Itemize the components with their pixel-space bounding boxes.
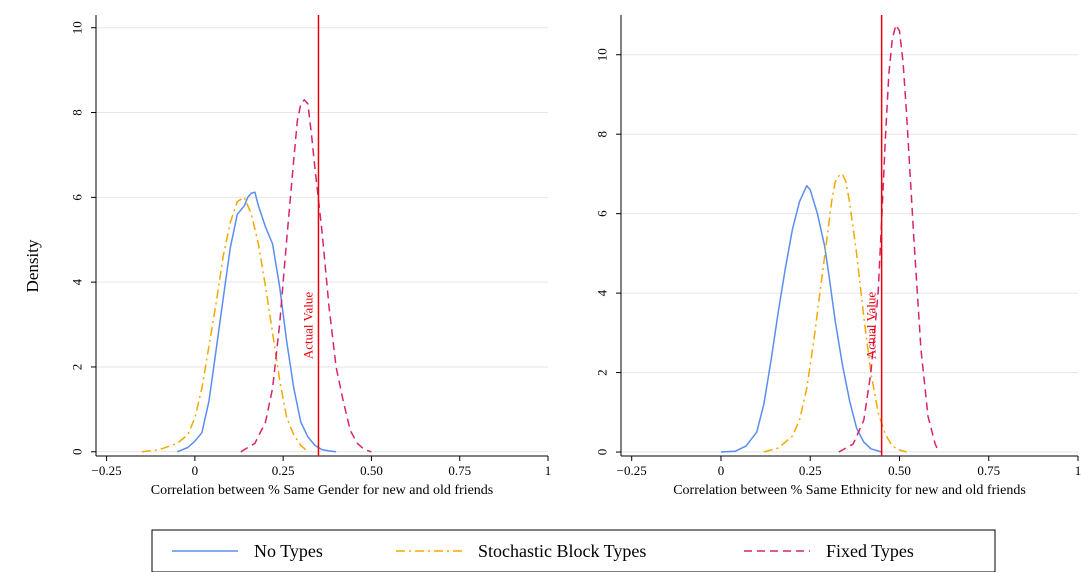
y-tick-label: 2 [70, 364, 85, 371]
series-line-fixed-types [838, 24, 940, 453]
x-tick-label: 0.75 [977, 463, 1000, 478]
right-panel: 0 2 4 6 8 10 −0.25 0 0.25 0.50 0.75 1 Correlation be… [595, 15, 1081, 498]
x-tick-label: 1 [545, 463, 552, 478]
x-tick-label: −0.25 [92, 463, 122, 478]
legend-label-fixed-types: Fixed Types [826, 541, 914, 561]
actual-value-label: Actual Value [300, 292, 315, 359]
series-line-no-types [720, 185, 882, 453]
x-tick-label: 0 [192, 463, 199, 478]
x-axis-title: Correlation between % Same Ethnicity for… [673, 483, 1026, 498]
legend-label-no-types: No Types [254, 541, 323, 561]
x-tick-label: 0.50 [360, 463, 383, 478]
y-tick-label: 2 [595, 369, 610, 376]
x-tick-label: 0 [718, 463, 725, 478]
y-tick-label: 4 [70, 278, 85, 285]
legend: No Types Stochastic Block Types Fixed Ty… [151, 529, 996, 572]
y-tick-label: 8 [70, 109, 85, 116]
y-tick-label: 8 [595, 131, 610, 138]
x-tick-label: 0.50 [888, 463, 911, 478]
shared-y-axis-label: Density [23, 239, 42, 292]
y-tick-label: 4 [595, 289, 610, 296]
series-line-stochastic-block-types [141, 196, 309, 453]
x-tick-label: 0.75 [448, 463, 471, 478]
legend-label-stochastic-block-types: Stochastic Block Types [478, 541, 646, 561]
y-tick-label: 6 [70, 194, 85, 201]
x-tick-label: 0.25 [272, 463, 295, 478]
series-line-fixed-types [240, 99, 372, 453]
y-tick-label: 0 [595, 449, 610, 456]
y-tick-label: 6 [595, 210, 610, 217]
x-tick-label: −0.25 [617, 463, 647, 478]
x-axis-title: Correlation between % Same Gender for ne… [151, 483, 494, 498]
legend-box [151, 529, 996, 572]
series-line-no-types [176, 191, 337, 453]
left-panel: 0 2 4 6 8 10 −0.25 0 0.25 0.50 0.75 1 Correlation be… [70, 15, 552, 498]
series-line-stochastic-block-types [763, 173, 907, 453]
x-tick-label: 1 [1075, 463, 1081, 478]
y-tick-label: 0 [70, 449, 85, 456]
y-tick-label: 10 [595, 48, 610, 61]
actual-value-label: Actual Value [864, 292, 879, 359]
y-tick-label: 10 [70, 21, 85, 34]
x-tick-label: 0.25 [799, 463, 822, 478]
